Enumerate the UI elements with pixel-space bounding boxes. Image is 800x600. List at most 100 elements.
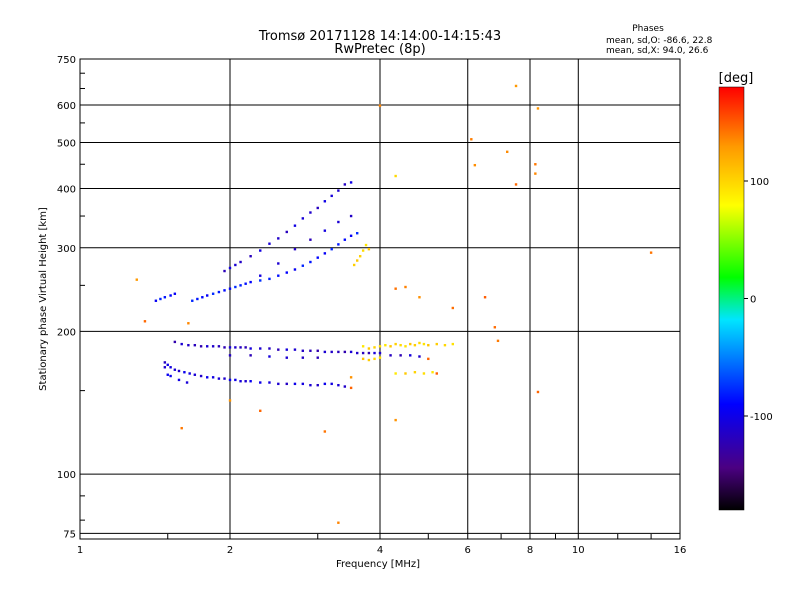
data-point-upper-E-trace (323, 350, 327, 354)
data-point-X-mode-returns (361, 249, 365, 252)
data-point-X-mode-returns (367, 347, 371, 350)
y-axis-ticks: 75 100 200 300 400 500 600 750 (57, 55, 85, 540)
data-point-X-mode-returns (413, 371, 417, 374)
data-point-X-mode-returns (355, 259, 359, 262)
data-point-X-mode-returns (389, 345, 392, 348)
y-tick-label: 200 (57, 327, 76, 338)
data-point-upper-E-trace (239, 346, 242, 349)
data-point-upper-E-trace (217, 345, 221, 348)
data-point-upper-E-trace (199, 345, 203, 348)
data-point-scattered-returns (349, 376, 353, 379)
data-point-scattered-returns (649, 251, 653, 254)
x-tick-label: 8 (527, 545, 533, 556)
data-point-X-mode-returns (422, 372, 426, 375)
data-point-F-trace-x (228, 266, 232, 270)
data-point-lower-E-trace (173, 368, 177, 371)
data-point-scattered-returns (470, 138, 473, 141)
data-point-F-trace-x (323, 229, 327, 232)
data-point-lower-E-trace (323, 382, 327, 386)
data-point-F-trace-x (343, 183, 347, 186)
data-point-F-trace-x (349, 181, 353, 184)
data-point-scattered-returns (337, 521, 340, 524)
data-point-upper-E-trace (277, 348, 280, 351)
data-point-F-trace-o (191, 299, 194, 302)
data-point-upper-E-trace (301, 349, 305, 352)
data-point-F-trace-x (277, 262, 280, 265)
data-point-F-trace-x (293, 224, 297, 227)
data-point-F-trace-o (330, 247, 333, 251)
data-point-F-trace-x (234, 263, 237, 267)
data-point-upper-E-trace (211, 345, 215, 348)
data-point-upper-E-trace (193, 343, 197, 347)
data-point-upper-E-trace (337, 350, 340, 354)
data-point-X-mode-returns (431, 371, 434, 374)
y-axis-label: Stationary phase Virtual Height [km] (38, 207, 49, 391)
data-point-F-trace-o (217, 290, 221, 294)
data-point-scattered-returns (378, 104, 382, 107)
data-point-X-mode-returns (418, 341, 421, 345)
colorbar-gradient (718, 86, 745, 511)
data-point-F-trace-o (309, 260, 312, 264)
data-point-scattered-returns (435, 372, 438, 375)
data-point-F-trace-o (205, 294, 209, 297)
data-point-upper-E-trace (244, 346, 247, 349)
data-point-upper-E-trace (180, 342, 183, 346)
data-point-lower-E-trace (316, 383, 319, 387)
data-point-F-trace-x (323, 200, 327, 203)
y-tick-label: 75 (63, 529, 76, 540)
data-point-upper-E-trace (355, 351, 359, 355)
data-point-scattered-returns (418, 296, 421, 299)
data-point-upper-E-trace (173, 340, 177, 344)
data-point-X-mode-returns (404, 345, 407, 348)
y-tick-label: 100 (57, 470, 76, 481)
data-point-upper-E-trace (409, 354, 412, 357)
data-point-F-trace-o (244, 282, 247, 285)
data-point-F-trace-o (259, 279, 262, 282)
data-point-scattered-returns (514, 183, 518, 186)
data-point-lower-E-trace (285, 382, 288, 386)
y-tick-label: 500 (57, 139, 76, 150)
data-point-upper-E-trace (234, 346, 237, 349)
data-point-lower-E-trace (343, 385, 347, 388)
data-point-X-mode-returns (451, 342, 455, 346)
x-axis-ticks: 1 2 4 6 8 10 16 (77, 534, 686, 556)
data-point-lower-E-trace (244, 380, 247, 383)
data-point-X-mode-returns (427, 343, 430, 347)
data-point-lower-E-trace (223, 377, 226, 380)
data-point-lower-E-trace (268, 381, 271, 384)
data-point-upper-E-trace (285, 356, 288, 359)
data-point-lower-E-trace (228, 378, 232, 382)
data-point-X-mode-returns (413, 343, 417, 347)
data-point-F-trace-x (239, 260, 242, 264)
data-point-lower-E-trace (199, 374, 203, 378)
data-point-F-trace-o (293, 268, 297, 271)
data-point-X-mode-returns (373, 357, 376, 361)
data-point-X-mode-returns (409, 342, 412, 346)
data-point-lower-E-trace (211, 376, 215, 379)
data-point-F-trace-x (337, 220, 340, 224)
data-point-upper-E-trace (285, 348, 288, 351)
data-point-scattered-returns (473, 163, 477, 167)
data-point-F-trace-o (277, 274, 280, 277)
data-point-scattered-returns (349, 386, 353, 390)
data-point-X-mode-returns (394, 174, 397, 178)
data-point-upper-E-trace (268, 347, 271, 350)
data-point-X-mode-returns (367, 247, 371, 251)
data-point-lower-E-trace (188, 372, 191, 375)
data-point-F-trace-x (285, 230, 288, 234)
data-point-F-trace-o (343, 238, 347, 241)
data-point-F-trace-o (223, 289, 226, 292)
data-point-X-mode-returns (422, 342, 426, 346)
data-point-F-trace-x (349, 214, 353, 218)
data-point-upper-E-trace (343, 350, 347, 354)
data-point-F-trace-x (277, 237, 280, 240)
data-point-X-mode-returns (361, 357, 365, 361)
data-point-F-trace-o (337, 243, 340, 246)
data-point-scattered-returns (534, 172, 537, 175)
data-point-scattered-returns (536, 107, 540, 110)
phases-title: Phases (632, 24, 664, 34)
y-tick-label: 600 (57, 101, 76, 112)
data-point-upper-E-trace (309, 349, 312, 352)
data-point-X-mode-returns (404, 372, 407, 375)
data-point-F-trace-x (259, 249, 262, 252)
